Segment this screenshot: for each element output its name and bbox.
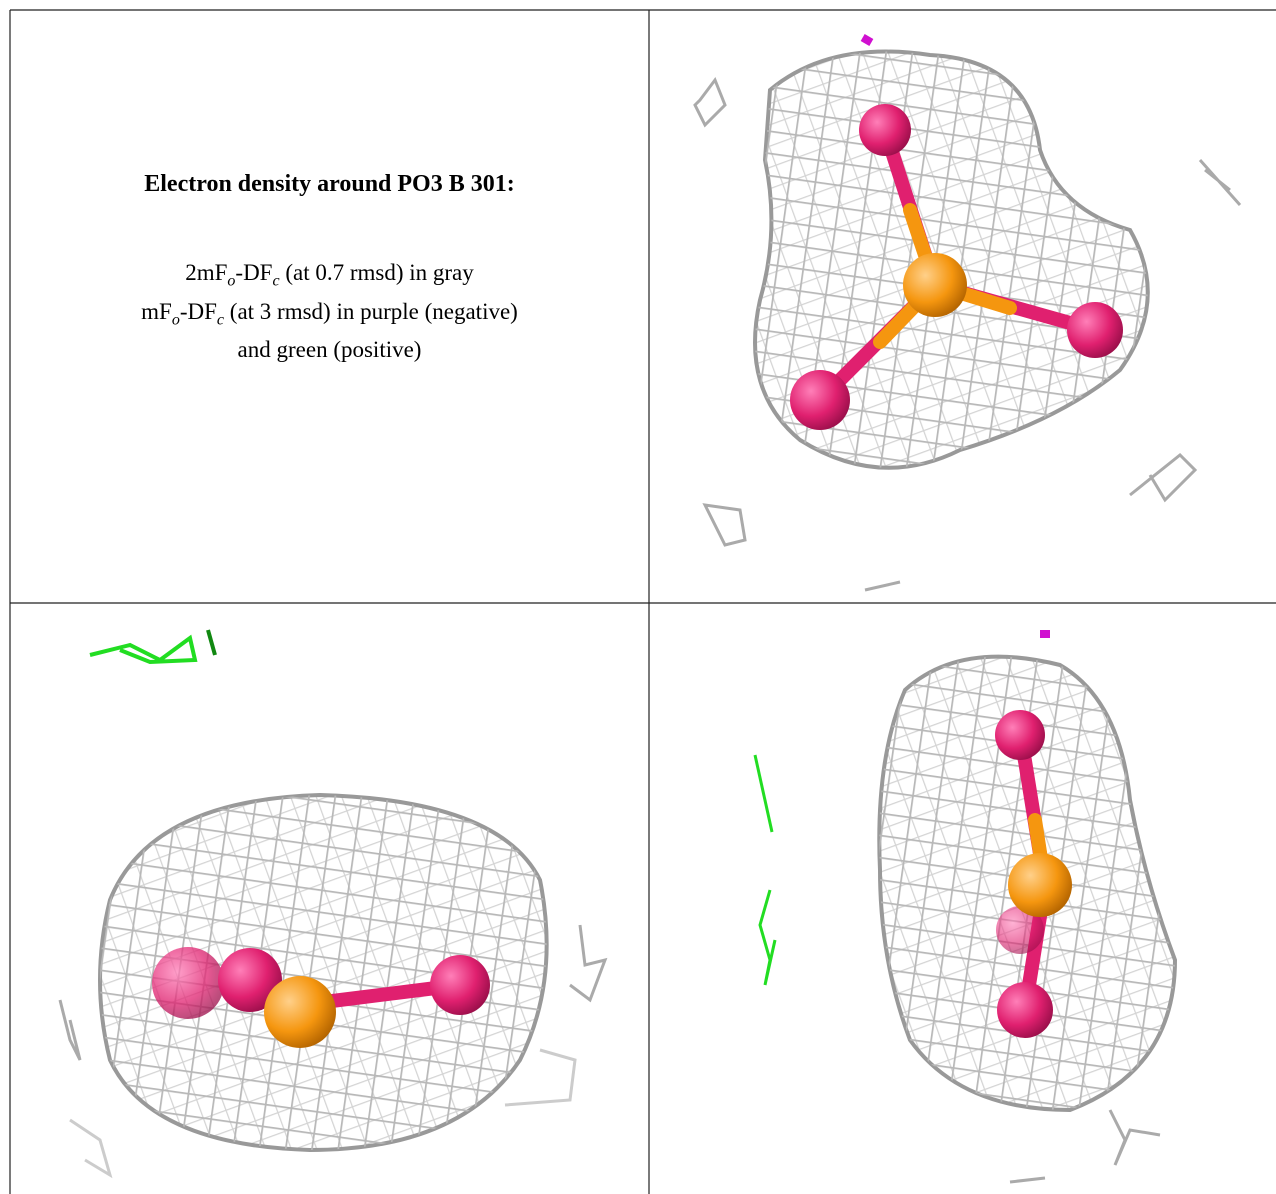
density-view-3 <box>753 630 1178 1184</box>
table-border <box>9 9 1276 1194</box>
legend-line: 2mFo-DFc (at 0.7 rmsd) in gray <box>11 258 648 297</box>
text: mF <box>141 298 172 324</box>
subscript: o <box>227 272 236 290</box>
text: (at 0.7 rmsd) in gray <box>279 260 474 285</box>
text: (at 3 rmsd) in purple (negative) <box>224 298 518 324</box>
density-view-1 <box>693 34 1242 592</box>
subscript: c <box>216 311 225 329</box>
legend-line: and green (positive) <box>11 335 648 365</box>
legend-line: mFo-DFc (at 3 rmsd) in purple (negative) <box>11 297 648 336</box>
subscript: o <box>171 311 180 329</box>
text: -DF <box>235 260 273 285</box>
title: Electron density around PO3 B 301: <box>144 171 515 197</box>
text: and green (positive) <box>237 337 422 363</box>
subscript: c <box>272 272 280 290</box>
caption: Electron density around PO3 B 301: 2mFo-… <box>11 11 648 602</box>
text: -DF <box>179 298 217 324</box>
density-view-2 <box>58 629 608 1179</box>
text: 2mF <box>185 260 228 285</box>
